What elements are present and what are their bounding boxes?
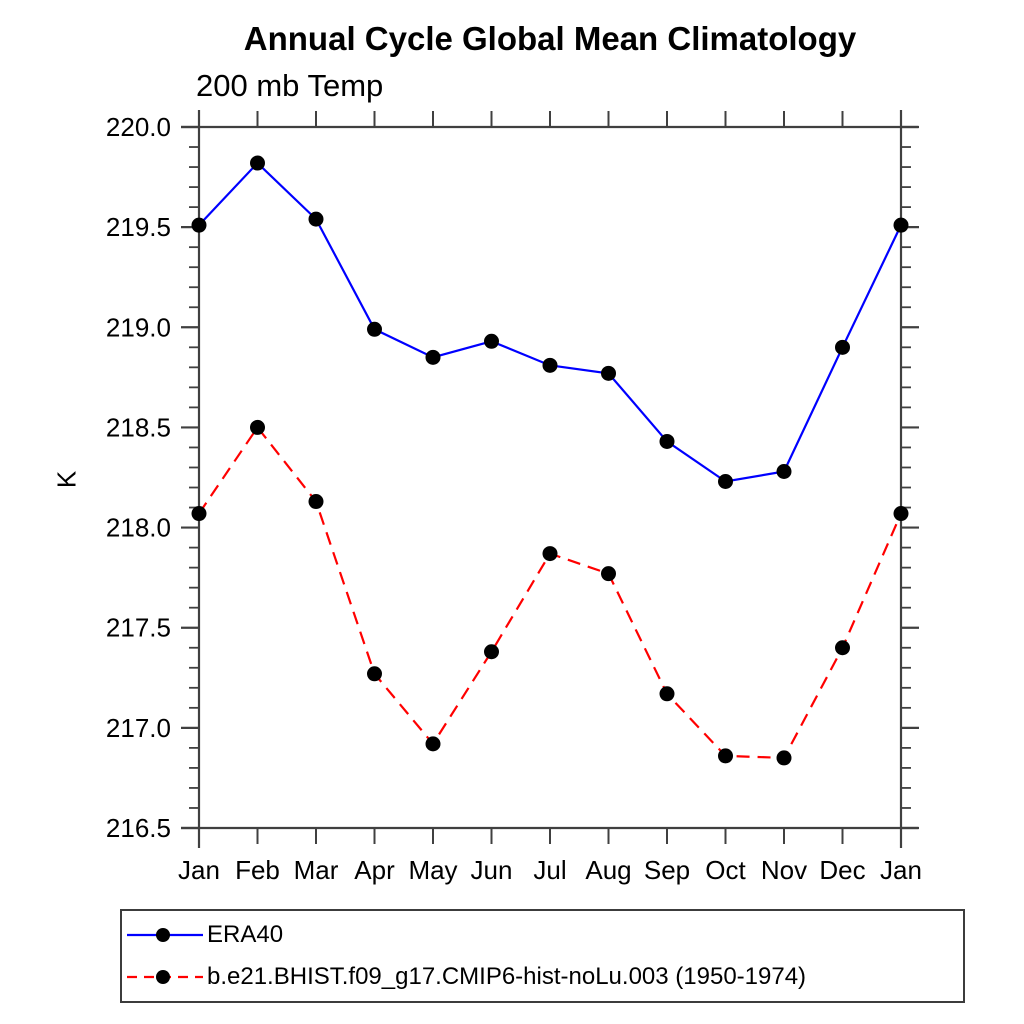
data-point-marker [835,339,850,355]
y-tick-label: 218.5 [106,412,171,442]
data-point-marker [893,217,909,233]
data-point-marker [367,321,382,337]
x-tick-label: Oct [705,855,746,885]
legend-sample-marker [156,970,170,984]
data-point-marker [542,546,558,562]
data-point-marker [191,506,207,522]
y-tick-label: 217.0 [106,713,171,743]
data-point-marker [659,433,675,449]
x-tick-label: Jul [533,855,566,885]
y-tick-label: 218.0 [106,513,171,543]
data-point-marker [484,644,499,660]
legend-line-sample [127,928,203,942]
x-tick-label: May [408,855,457,885]
y-tick-label: 217.5 [106,613,171,643]
chart-subtitle: 200 mb Temp [196,68,384,103]
x-tick-label: Aug [585,855,631,885]
data-point-marker [425,349,441,365]
data-point-marker [776,463,792,479]
data-point-marker [250,419,265,435]
data-point-marker [718,748,733,764]
legend-box: ERA40 b.e21.BHIST.f09_g17.CMIP6-hist-noLu… [120,909,965,1003]
data-point-marker [776,750,792,766]
data-point-marker [308,494,324,510]
data-point-marker [191,217,207,233]
data-point-marker [425,736,441,752]
chart-title: Annual Cycle Global Mean Climatology [243,20,857,57]
x-tick-label: Jan [178,855,220,885]
legend-label: ERA40 [207,921,284,948]
data-point-marker [308,211,324,227]
data-point-marker [484,333,499,349]
x-tick-label: Feb [235,855,280,885]
data-point-marker [601,365,616,381]
x-tick-label: Jun [471,855,513,885]
legend-sample-marker [156,928,170,942]
x-tick-label: Apr [354,855,395,885]
x-tick-label: Mar [294,855,339,885]
legend-row-model: b.e21.BHIST.f09_g17.CMIP6-hist-noLu.003 … [122,956,963,998]
x-tick-label: Nov [761,855,807,885]
data-point-marker [601,566,616,582]
x-tick-label: Jan [880,855,922,885]
series-line-model [198,425,903,760]
data-point-marker [659,686,675,702]
legend-line-sample [127,970,203,984]
y-tick-label: 216.5 [106,813,171,843]
y-tick-label: 219.5 [106,212,171,242]
data-point-marker [542,357,558,373]
data-point-marker [893,506,909,522]
data-point-marker [718,474,733,490]
data-point-marker [250,155,265,171]
y-tick-label: 219.0 [106,312,171,342]
legend-label: b.e21.BHIST.f09_g17.CMIP6-hist-noLu.003 … [207,963,807,990]
x-tick-label: Sep [644,855,690,885]
x-tick-label: Dec [819,855,865,885]
y-tick-label: 220.0 [106,112,171,142]
data-point-marker [367,666,382,682]
series-line-era40 [198,161,902,483]
data-point-marker [835,640,850,656]
legend-row-era40: ERA40 [122,914,963,956]
